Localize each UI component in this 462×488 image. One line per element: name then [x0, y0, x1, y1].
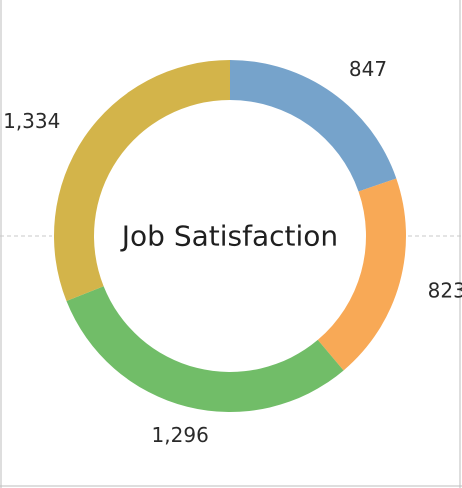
donut-slice-4[interactable]	[54, 60, 230, 302]
donut-slice-3[interactable]	[66, 286, 344, 412]
slice-value-label-4: 1,334	[3, 109, 60, 133]
donut-slice-1[interactable]	[230, 60, 397, 192]
slice-value-label-2: 823	[428, 278, 462, 302]
slice-value-label-3: 1,296	[152, 423, 209, 447]
slice-label-group: 847 823 1,296 1,334	[3, 57, 462, 447]
center-label: Job Satisfaction	[120, 220, 338, 253]
slice-group	[54, 60, 407, 412]
donut-slice-2[interactable]	[317, 178, 407, 371]
slice-value-label-1: 847	[349, 57, 387, 81]
